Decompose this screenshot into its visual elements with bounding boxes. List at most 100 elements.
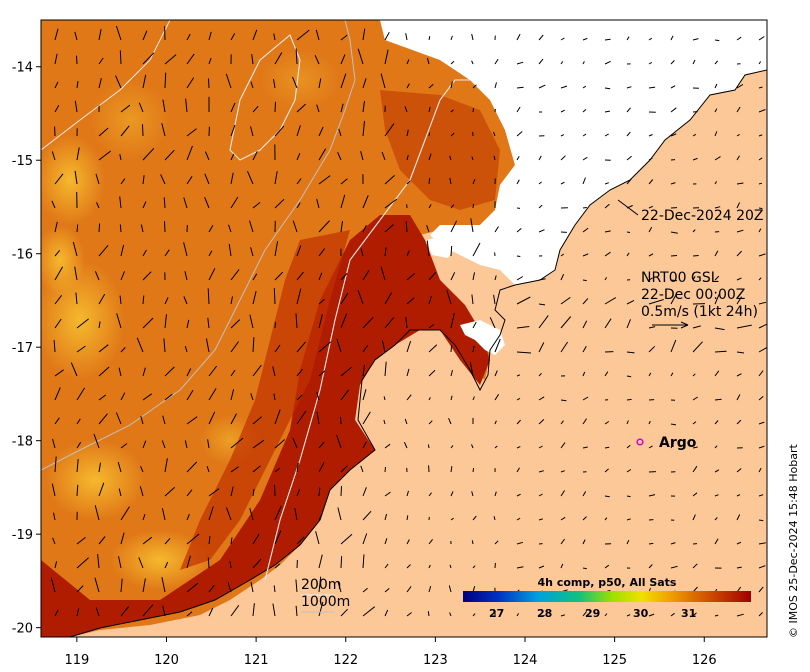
y-tick-label: -14 [12, 61, 33, 76]
current-vector [626, 398, 632, 401]
current-vector [450, 369, 453, 377]
current-vector [736, 324, 752, 329]
current-vector [560, 538, 566, 545]
current-vector [360, 465, 364, 473]
current-vector [362, 28, 366, 41]
current-vector [516, 419, 521, 425]
current-vector [340, 366, 352, 377]
current-vector [292, 220, 298, 233]
current-vector [164, 149, 175, 161]
x-tick-label: 122 [333, 653, 358, 668]
current-vector [230, 369, 236, 377]
current-vector [560, 37, 565, 41]
current-vector [252, 151, 258, 161]
current-vector [98, 57, 104, 65]
current-vector [692, 157, 698, 161]
current-vector [736, 155, 740, 161]
current-vector [494, 540, 499, 545]
current-vector [406, 59, 410, 65]
current-vector [406, 394, 412, 401]
current-vector [426, 225, 430, 233]
current-vector [318, 441, 325, 449]
current-vector [736, 351, 745, 354]
current-vector [450, 220, 458, 233]
colorbar-tick-label: 30 [633, 607, 649, 620]
current-vector [428, 132, 431, 137]
current-time-label: 22-Dec 00:00Z [641, 287, 745, 303]
current-vector [516, 296, 531, 305]
current-vector [626, 420, 629, 425]
current-vector [758, 586, 764, 593]
current-vector [758, 61, 762, 65]
current-vector [208, 31, 212, 41]
current-vector [449, 155, 452, 161]
current-vector [494, 226, 499, 233]
current-vector [98, 394, 107, 401]
current-vector [208, 365, 218, 377]
current-vector [758, 277, 762, 281]
current-vector [120, 271, 125, 281]
current-vector [670, 442, 674, 449]
current-vector [626, 107, 631, 113]
current-vector [384, 32, 390, 41]
colorbar-tick-label: 29 [585, 607, 600, 620]
current-vector [142, 249, 147, 257]
current-vector [692, 396, 698, 401]
colorbar [463, 591, 751, 602]
current-vector [736, 514, 741, 521]
current-vector [494, 82, 497, 89]
current-vector [428, 35, 431, 41]
current-vector [207, 439, 210, 449]
current-vector [736, 296, 743, 305]
current-vector [295, 605, 298, 617]
current-vector [604, 468, 609, 473]
current-vector [183, 197, 188, 209]
current-vector [384, 292, 393, 305]
current-vector [538, 303, 546, 306]
current-vector [758, 134, 763, 137]
current-vector [274, 198, 285, 209]
current-vector [714, 398, 722, 401]
current-vector [54, 561, 58, 569]
current-vector [648, 226, 653, 233]
current-vector [250, 393, 254, 401]
current-vector [185, 98, 188, 113]
current-vector [142, 147, 155, 161]
current-vector [560, 614, 565, 617]
current-vector [626, 539, 630, 545]
current-vector [274, 530, 282, 545]
current-vector [318, 272, 323, 281]
current-vector [714, 327, 725, 331]
current-vector [692, 133, 697, 137]
current-vector [538, 419, 545, 425]
current-vector [98, 536, 106, 545]
current-vector [538, 278, 546, 281]
current-vector [96, 202, 100, 209]
cloud-mask [380, 20, 767, 285]
current-vector [582, 371, 586, 377]
current-vector [406, 129, 409, 137]
current-vector [230, 172, 234, 185]
current-vector [384, 224, 394, 233]
current-vector [626, 155, 632, 161]
current-vector [76, 147, 80, 161]
current-vector [230, 605, 240, 617]
current-vector [626, 469, 632, 473]
current-vector [76, 387, 86, 401]
current-vector [98, 127, 109, 137]
current-vector [648, 157, 653, 161]
current-vector [119, 295, 122, 305]
current-vector [449, 177, 452, 185]
current-vector [274, 344, 281, 353]
current-vector [249, 220, 254, 233]
current-vector [142, 175, 145, 185]
current-vector [273, 79, 276, 89]
current-vector [183, 242, 188, 257]
current-vector [428, 295, 432, 305]
current-vector [184, 271, 188, 281]
current-vector [296, 245, 302, 257]
current-vector [582, 227, 589, 233]
current-vector [604, 613, 608, 617]
current-vector [472, 396, 475, 401]
